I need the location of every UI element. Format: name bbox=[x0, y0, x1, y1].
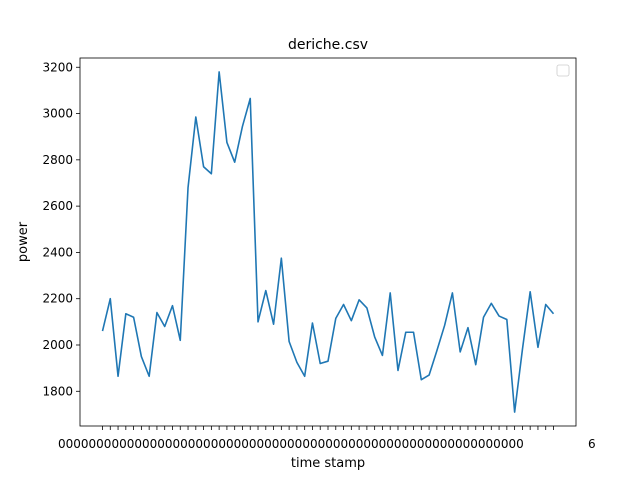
y-tick-label: 3000 bbox=[42, 107, 73, 121]
y-tick-label: 2400 bbox=[42, 245, 73, 259]
y-axis: 1800 2000 2200 2400 2600 2800 3000 3200 bbox=[42, 60, 80, 398]
y-tick-label: 2800 bbox=[42, 153, 73, 167]
plot-area bbox=[101, 71, 555, 413]
chart-title: deriche.csv bbox=[288, 37, 368, 53]
x-tick-labels: 0000000000000000000000000000000000000000… bbox=[58, 437, 524, 451]
x-tick-label-last: 6 bbox=[588, 437, 596, 451]
y-tick-label: 2000 bbox=[42, 338, 73, 352]
y-axis-label: power bbox=[16, 221, 31, 262]
y-tick-label: 2600 bbox=[42, 199, 73, 213]
x-axis: 0000000000000000000000000000000000000000… bbox=[58, 426, 596, 451]
legend-box[interactable] bbox=[556, 64, 570, 77]
y-tick-label: 1800 bbox=[42, 384, 73, 398]
y-tick-label: 3200 bbox=[42, 60, 73, 74]
x-axis-label: time stamp bbox=[291, 456, 365, 471]
series-line bbox=[101, 71, 555, 413]
y-tick-label: 2200 bbox=[42, 292, 73, 306]
